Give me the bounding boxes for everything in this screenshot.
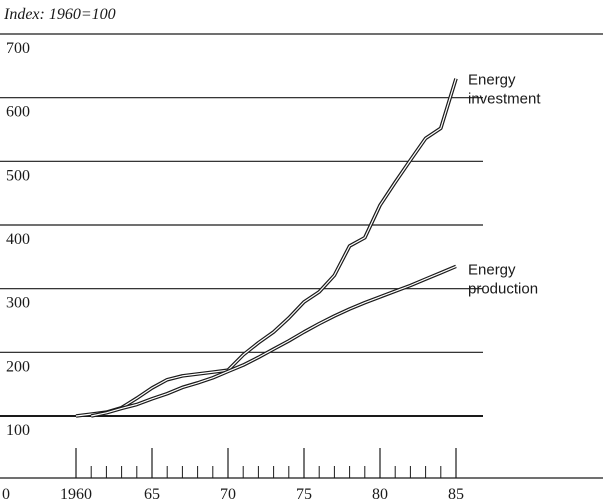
y-tick-label: 100	[6, 422, 30, 439]
x-tick-label: 65	[144, 486, 160, 503]
y-tick-label: 500	[6, 167, 30, 184]
series-label: production	[468, 280, 538, 297]
y-tick-label: 400	[6, 231, 30, 248]
series-line-inner	[91, 265, 457, 417]
series-label: investment	[468, 91, 541, 108]
series-label: Energy	[468, 261, 516, 278]
y-tick-label: 200	[6, 358, 30, 375]
y-tick-label: 700	[6, 40, 30, 57]
x-tick-label: 1960	[60, 486, 92, 503]
series-label: Energy	[468, 72, 516, 89]
x-tick-label: 75	[296, 486, 312, 503]
x-tick-label: 80	[372, 486, 388, 503]
axis-break-label: 0	[2, 486, 10, 503]
series-line	[75, 78, 458, 418]
y-tick-label: 300	[6, 295, 30, 312]
series-line-inner	[75, 78, 457, 417]
x-tick-label: 85	[448, 486, 464, 503]
chart-title: Index: 1960=100	[3, 6, 116, 23]
x-tick-label: 70	[220, 486, 236, 503]
y-tick-label: 600	[6, 104, 30, 121]
